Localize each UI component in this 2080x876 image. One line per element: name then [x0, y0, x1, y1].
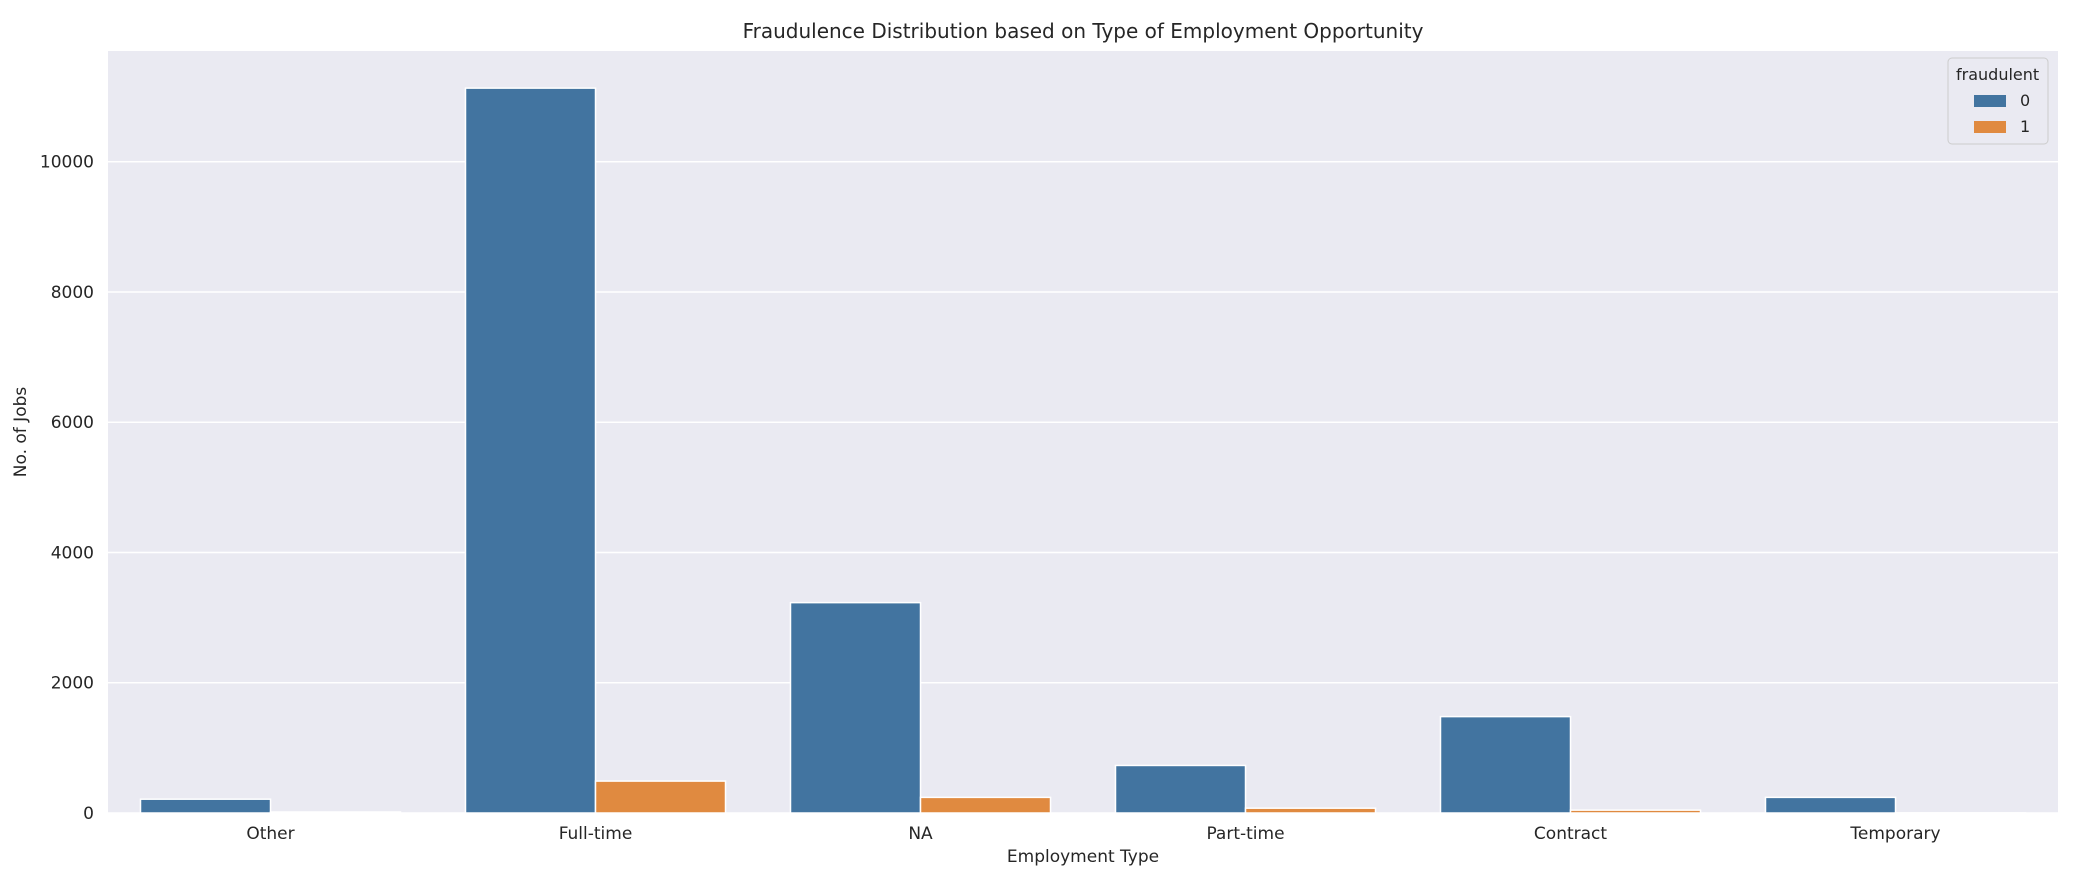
y-axis-title: No. of Jobs — [11, 387, 31, 478]
legend-label: 0 — [2020, 91, 2030, 110]
bar-temporary-series-0 — [1764, 796, 1897, 814]
y-tick-label: 0 — [83, 804, 94, 824]
x-axis-title: Employment Type — [1007, 847, 1159, 867]
y-tick-label: 4000 — [51, 543, 94, 563]
bar-contract-series-0 — [1439, 715, 1572, 814]
bar-other-series-0 — [139, 798, 272, 814]
bar-part-time-series-1 — [1244, 807, 1377, 814]
bar-full-time-series-0 — [464, 87, 597, 814]
y-tick-label: 10000 — [40, 153, 94, 173]
x-tick-label: Other — [246, 824, 294, 844]
bar-na-series-0 — [789, 601, 922, 814]
legend-items: 01 — [1974, 91, 2030, 136]
bar-other-series-1 — [269, 811, 402, 814]
y-axis-ticks: 0 2000 4000 6000 8000 10000 — [40, 153, 94, 824]
bar-na-series-1 — [919, 796, 1052, 814]
plot-area — [108, 51, 2058, 813]
x-tick-label: Contract — [1534, 824, 1607, 844]
chart-title: Fraudulence Distribution based on Type o… — [743, 19, 1424, 43]
x-axis-ticks: Other Full-time NA Part-time Contract Tempora… — [246, 824, 1940, 844]
legend: fraudulent 01 — [1947, 57, 2049, 145]
x-tick-label: Full-time — [559, 824, 633, 844]
x-tick-label: NA — [908, 824, 933, 844]
bars — [139, 87, 2027, 814]
bar-part-time-series-0 — [1114, 764, 1247, 814]
y-tick-label: 6000 — [51, 413, 94, 433]
x-tick-label: Temporary — [1849, 824, 1940, 844]
legend-swatch — [1974, 121, 2006, 133]
gridlines — [108, 160, 2058, 814]
y-tick-label: 2000 — [51, 674, 94, 694]
legend-title: fraudulent — [1956, 65, 2039, 84]
bar-full-time-series-1 — [594, 780, 727, 814]
y-tick-label: 8000 — [51, 283, 94, 303]
bar-contract-series-1 — [1569, 809, 1702, 814]
legend-label: 1 — [2020, 117, 2030, 136]
legend-swatch — [1974, 95, 2006, 107]
x-tick-label: Part-time — [1206, 824, 1284, 844]
